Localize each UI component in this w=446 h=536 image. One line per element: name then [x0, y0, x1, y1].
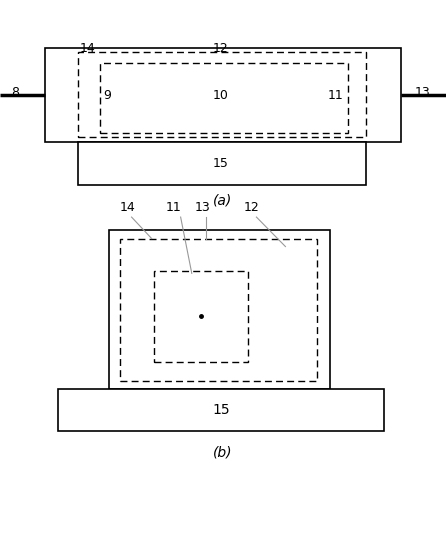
Bar — [78, 142, 366, 185]
Text: 13: 13 — [195, 202, 211, 214]
Text: 11: 11 — [328, 89, 343, 102]
Text: 11: 11 — [166, 202, 182, 214]
Bar — [120, 239, 317, 381]
Text: 14: 14 — [119, 202, 135, 214]
Bar — [58, 389, 384, 431]
Bar — [45, 48, 401, 142]
Text: 12: 12 — [244, 202, 260, 214]
Text: 9: 9 — [103, 89, 112, 102]
Bar — [154, 271, 248, 362]
Text: 13: 13 — [415, 86, 430, 99]
Text: 10: 10 — [213, 89, 229, 102]
Bar — [109, 230, 330, 389]
Bar — [100, 63, 348, 133]
Bar — [78, 52, 366, 137]
Text: 15: 15 — [212, 403, 230, 417]
Text: (b): (b) — [213, 446, 233, 460]
Text: 12: 12 — [213, 42, 229, 55]
Text: 14: 14 — [79, 42, 95, 55]
Text: 8: 8 — [11, 86, 19, 99]
Text: (a): (a) — [213, 194, 233, 208]
Text: 15: 15 — [213, 157, 229, 170]
